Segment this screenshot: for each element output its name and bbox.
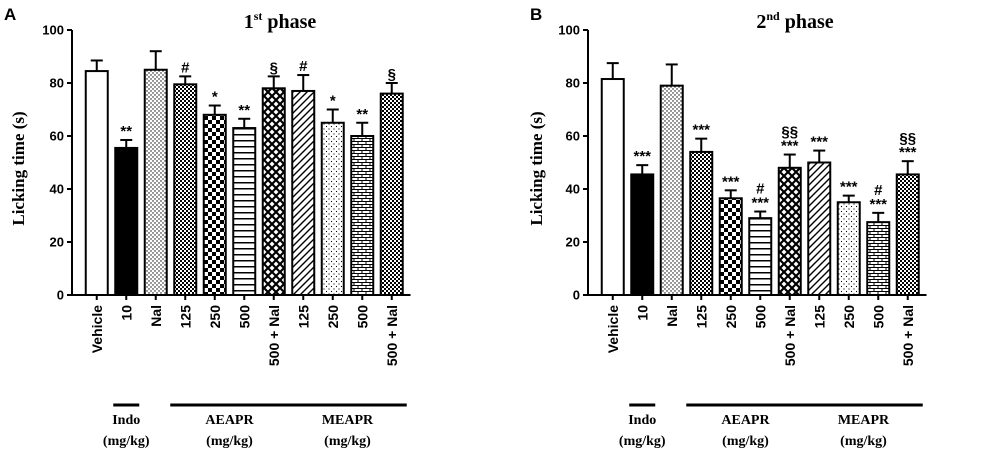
chart-panel-a: A 1st phase Licking time (s) 0 20 40 60 80 100 Ve… [4,5,411,449]
x-tick-label: 250 [841,305,857,329]
y-tick-label: 40 [50,182,64,197]
x-tick-label: 500 + Nal [782,305,798,366]
panel-letter: A [4,5,16,24]
x-tick-label: 500 + Nal [384,305,400,366]
x-tick-label: 250 [723,305,739,329]
bar [630,173,655,296]
group-label: AEAPR [205,413,254,428]
significance-marker: *** [869,196,887,213]
significance-marker: § [270,59,278,76]
y-tick-label: 20 [566,235,580,250]
bar [261,87,286,296]
bar [777,166,802,296]
y-tick-label: 60 [50,129,64,144]
group-unit: (mg/kg) [619,434,666,449]
significance-marker: ** [120,123,132,140]
x-tick-label: Vehicle [89,305,105,353]
significance-marker: # [299,58,308,75]
chart-title: 1st phase [244,9,317,33]
x-tick-label: Nal [664,305,680,327]
group-label: MEAPR [322,413,374,428]
bar [173,83,198,296]
significance-marker: *** [722,173,740,190]
x-tick-label: 125 [295,305,311,329]
bar [114,146,139,296]
x-tick-label: 500 [752,305,768,329]
significance-marker: *** [899,144,917,161]
group-label: Indo [628,413,656,428]
significance-marker: *** [840,179,858,196]
significance-marker: # [181,59,190,76]
group-label: AEAPR [721,413,770,428]
significance-marker: §§ [781,124,798,141]
x-tick-label: 125 [811,305,827,329]
y-tick-label: 0 [57,288,64,303]
x-tick-label: 125 [693,305,709,329]
group-unit: (mg/kg) [206,434,253,449]
bar [689,150,714,296]
bar [291,89,316,296]
bar [84,70,109,296]
bar [895,173,920,296]
bar [350,135,375,296]
x-tick-label: 500 + Nal [266,305,282,366]
significance-marker: *** [692,122,710,139]
bar [232,127,257,296]
x-tick-label: 10 [118,305,134,321]
chart-panel-b: B 2nd phase Licking time (s) 0 20 40 60 80 100 Ve… [527,5,927,449]
panel-letter: B [530,5,542,24]
bar [748,217,773,296]
x-tick-label: 500 [870,305,886,329]
significance-marker: * [330,93,336,110]
bar [143,68,168,296]
group-label: Indo [112,413,140,428]
significance-marker: *** [781,138,799,155]
x-tick-label: 500 [354,305,370,329]
y-tick-label: 40 [566,182,580,197]
x-tick-label: 125 [177,305,193,329]
bar [659,84,684,297]
significance-marker: ** [356,106,368,123]
y-tick-label: 20 [50,235,64,250]
y-axis-label: Licking time (s) [9,111,28,225]
significance-marker: ** [238,102,250,119]
bar [202,113,227,296]
bar [866,221,891,296]
chart-title: 2nd phase [756,9,833,33]
bar [320,121,345,296]
x-tick-label: Nal [148,305,164,327]
group-unit: (mg/kg) [840,434,887,449]
x-tick-label: Vehicle [605,305,621,353]
significance-marker: # [874,182,883,199]
y-tick-label: 80 [50,76,64,91]
group-unit: (mg/kg) [722,434,769,449]
significance-marker: *** [810,134,828,151]
significance-marker: # [756,181,765,198]
y-tick-label: 100 [42,23,64,38]
bar [718,197,743,296]
bar [807,161,832,296]
group-label: MEAPR [838,413,890,428]
y-tick-label: 80 [566,76,580,91]
significance-marker: *** [751,195,769,212]
bar [600,78,625,297]
x-tick-label: 10 [634,305,650,321]
group-unit: (mg/kg) [103,434,150,449]
y-tick-label: 0 [573,288,580,303]
significance-marker: *** [633,148,651,165]
bar [836,201,861,296]
significance-marker: * [212,89,218,106]
y-tick-label: 60 [566,129,580,144]
bar [379,92,404,296]
x-tick-label: 250 [207,305,223,329]
x-tick-label: 250 [325,305,341,329]
significance-marker: § [388,66,396,83]
x-tick-label: 500 + Nal [900,305,916,366]
y-tick-label: 100 [558,23,580,38]
significance-marker: §§ [899,130,916,147]
x-tick-label: 500 [236,305,252,329]
y-axis-label: Licking time (s) [527,111,546,225]
group-unit: (mg/kg) [324,434,371,449]
